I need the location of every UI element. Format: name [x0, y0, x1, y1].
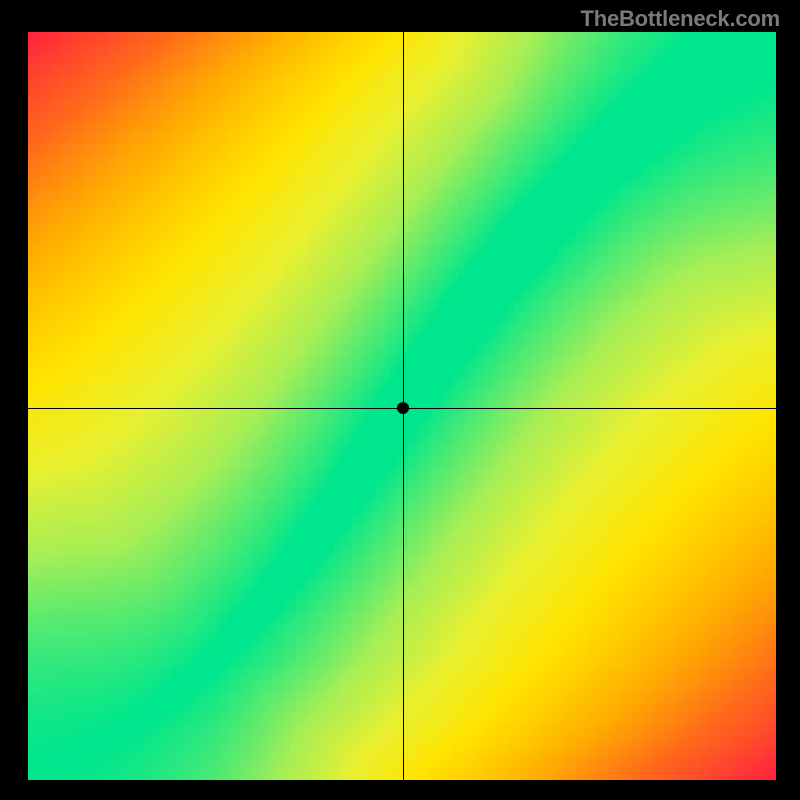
watermark-text: TheBottleneck.com	[580, 6, 780, 32]
heatmap-plot	[28, 32, 776, 780]
crosshair-marker	[397, 402, 409, 414]
chart-container: TheBottleneck.com	[0, 0, 800, 800]
